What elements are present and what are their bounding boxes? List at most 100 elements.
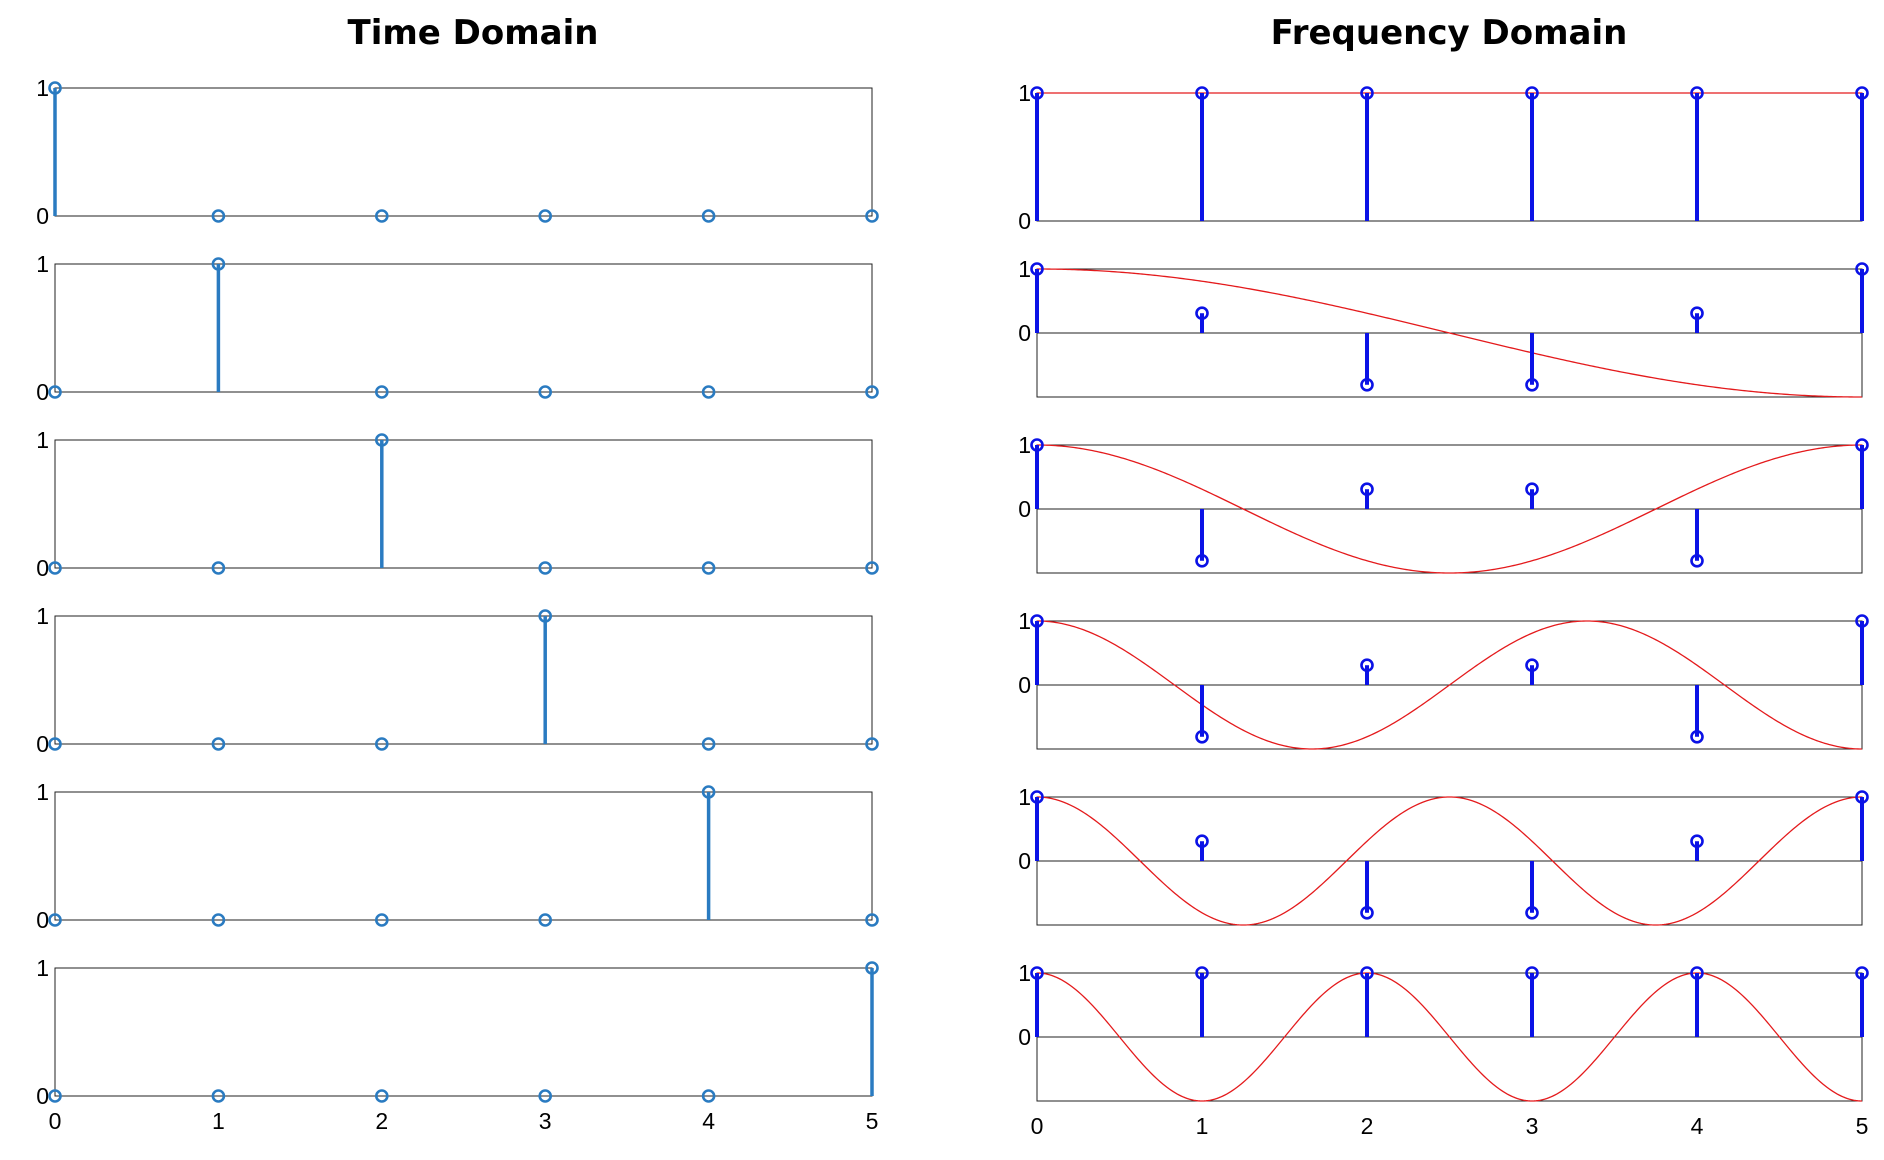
frequency-3-marker-1 <box>1195 553 1209 568</box>
frequency-1-ytick-0: 0 <box>1018 208 1031 234</box>
time-2-panel: 01 <box>36 251 879 405</box>
time-6-panel: 0 1 0 1 2 3 4 5 <box>36 955 879 1134</box>
frequency-2-cosine-curve <box>1037 268 1862 398</box>
time-6-ytick-1: 1 <box>36 955 49 981</box>
frequency-domain-title: Frequency Domain <box>1271 13 1628 53</box>
frequency-3-ytick-0: 0 <box>1018 496 1031 522</box>
frequency-3-marker-4 <box>1690 553 1704 568</box>
time-2-marker-3 <box>538 385 553 399</box>
time-1-marker-5 <box>865 209 879 223</box>
time-5-marker-2 <box>374 913 389 927</box>
time-2-ytick-0: 0 <box>36 379 49 405</box>
time-1-axes <box>54 87 873 217</box>
frequency-4-ytick-1: 1 <box>1018 608 1031 634</box>
time-4-marker-5 <box>865 737 879 751</box>
frequency-6-xtick-1: 1 <box>1196 1113 1209 1139</box>
frequency-6-marker-5 <box>1855 966 1869 980</box>
frequency-2-ytick-0: 0 <box>1018 320 1031 346</box>
frequency-1-marker-3 <box>1525 86 1539 100</box>
frequency-4-marker-0 <box>1030 614 1044 628</box>
frequency-5-marker-5 <box>1855 790 1869 804</box>
time-1-marker-2 <box>374 209 389 223</box>
time-1-marker-3 <box>538 209 553 223</box>
frequency-6-panel: 0 1 0 1 2 3 4 5 <box>1018 960 1869 1139</box>
time-5-axes <box>54 791 873 921</box>
time-5-ytick-0: 0 <box>36 907 49 933</box>
time-1-marker-4 <box>701 209 716 223</box>
frequency-4-cosine-curve <box>1036 620 1863 750</box>
time-6-marker-2 <box>374 1089 389 1103</box>
frequency-4-marker-3 <box>1525 658 1539 673</box>
frequency-3-cosine-curve <box>1036 444 1863 574</box>
time-6-xtick-3: 3 <box>539 1108 552 1134</box>
time-2-axes <box>54 263 873 393</box>
frequency-3-marker-0 <box>1030 438 1044 452</box>
time-5-marker-4 <box>701 785 716 799</box>
time-3-marker-2 <box>374 433 389 447</box>
time-4-marker-3 <box>538 609 553 623</box>
time-4-ytick-0: 0 <box>36 731 49 757</box>
frequency-5-marker-1 <box>1195 834 1209 849</box>
frequency-4-panel: 01 <box>1018 608 1869 750</box>
time-3-axes <box>54 439 873 569</box>
frequency-1-marker-1 <box>1195 86 1209 100</box>
frequency-3-marker-5 <box>1855 438 1869 452</box>
frequency-6-xtick-0: 0 <box>1031 1113 1044 1139</box>
time-5-marker-0 <box>48 913 62 927</box>
frequency-5-cosine-curve <box>1036 796 1863 926</box>
frequency-4-marker-2 <box>1360 658 1374 673</box>
frequency-2-marker-3 <box>1525 377 1539 392</box>
frequency-6-marker-3 <box>1525 966 1539 980</box>
time-1-ytick-1: 1 <box>36 75 49 101</box>
frequency-6-xtick-3: 3 <box>1526 1113 1539 1139</box>
frequency-2-marker-0 <box>1030 262 1044 276</box>
time-4-marker-4 <box>701 737 716 751</box>
time-6-marker-1 <box>211 1089 226 1103</box>
time-3-panel: 01 <box>36 427 879 581</box>
frequency-6-ytick-0: 0 <box>1018 1024 1031 1050</box>
frequency-3-marker-3 <box>1525 482 1539 497</box>
frequency-5-marker-2 <box>1360 905 1374 920</box>
frequency-1-marker-5 <box>1855 86 1869 100</box>
frequency-2-marker-4 <box>1690 306 1704 321</box>
time-5-marker-1 <box>211 913 226 927</box>
frequency-5-marker-4 <box>1690 834 1704 849</box>
frequency-1-marker-2 <box>1360 86 1374 100</box>
time-2-marker-4 <box>701 385 716 399</box>
time-6-marker-4 <box>701 1089 716 1103</box>
time-4-ytick-1: 1 <box>36 603 49 629</box>
time-1-marker-1 <box>211 209 226 223</box>
time-3-marker-4 <box>701 561 716 575</box>
frequency-5-panel: 01 <box>1018 784 1869 926</box>
time-5-panel: 01 <box>36 779 879 933</box>
time-4-axes <box>54 615 873 745</box>
time-6-marker-0 <box>48 1089 62 1103</box>
time-3-marker-1 <box>211 561 226 575</box>
time-5-marker-3 <box>538 913 553 927</box>
time-6-xtick-1: 1 <box>212 1108 225 1134</box>
frequency-6-ytick-1: 1 <box>1018 960 1031 986</box>
time-4-marker-1 <box>211 737 226 751</box>
frequency-6-xtick-5: 5 <box>1856 1113 1869 1139</box>
frequency-6-marker-1 <box>1195 966 1209 980</box>
time-6-ytick-0: 0 <box>36 1083 49 1109</box>
time-1-panel: 01 <box>36 75 879 229</box>
frequency-1-ytick-1: 1 <box>1018 80 1031 106</box>
frequency-4-ytick-0: 0 <box>1018 672 1031 698</box>
frequency-4-marker-5 <box>1855 614 1869 628</box>
time-1-ytick-0: 0 <box>36 203 49 229</box>
time-4-marker-0 <box>48 737 62 751</box>
frequency-1-marker-0 <box>1030 86 1044 100</box>
time-domain-title: Time Domain <box>348 13 599 53</box>
time-5-ytick-1: 1 <box>36 779 49 805</box>
frequency-1-axes <box>1036 92 1863 222</box>
time-4-marker-2 <box>374 737 389 751</box>
time-6-xtick-4: 4 <box>702 1108 715 1134</box>
frequency-2-panel: 01 <box>1018 256 1869 398</box>
frequency-2-marker-1 <box>1195 306 1209 321</box>
time-3-marker-3 <box>538 561 553 575</box>
frequency-6-xtick-4: 4 <box>1691 1113 1704 1139</box>
time-6-marker-3 <box>538 1089 553 1103</box>
